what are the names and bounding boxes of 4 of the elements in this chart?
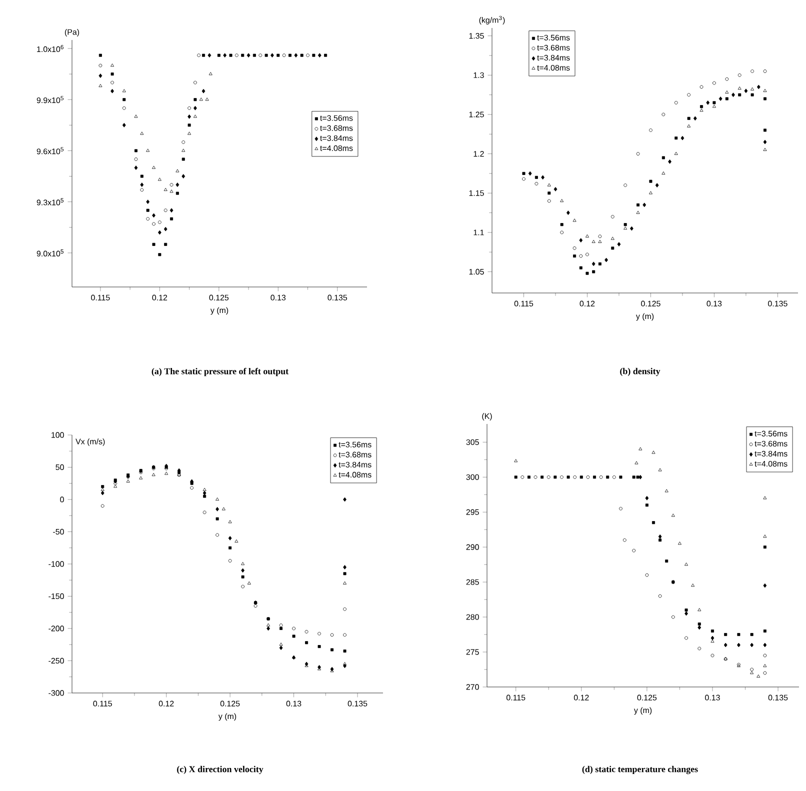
text: (c) X direction velocity: [177, 766, 264, 774]
text: (a) The static pressure of left output: [152, 368, 289, 376]
text: (b) density: [620, 368, 660, 376]
text: (d) static temperature changes: [582, 766, 698, 774]
